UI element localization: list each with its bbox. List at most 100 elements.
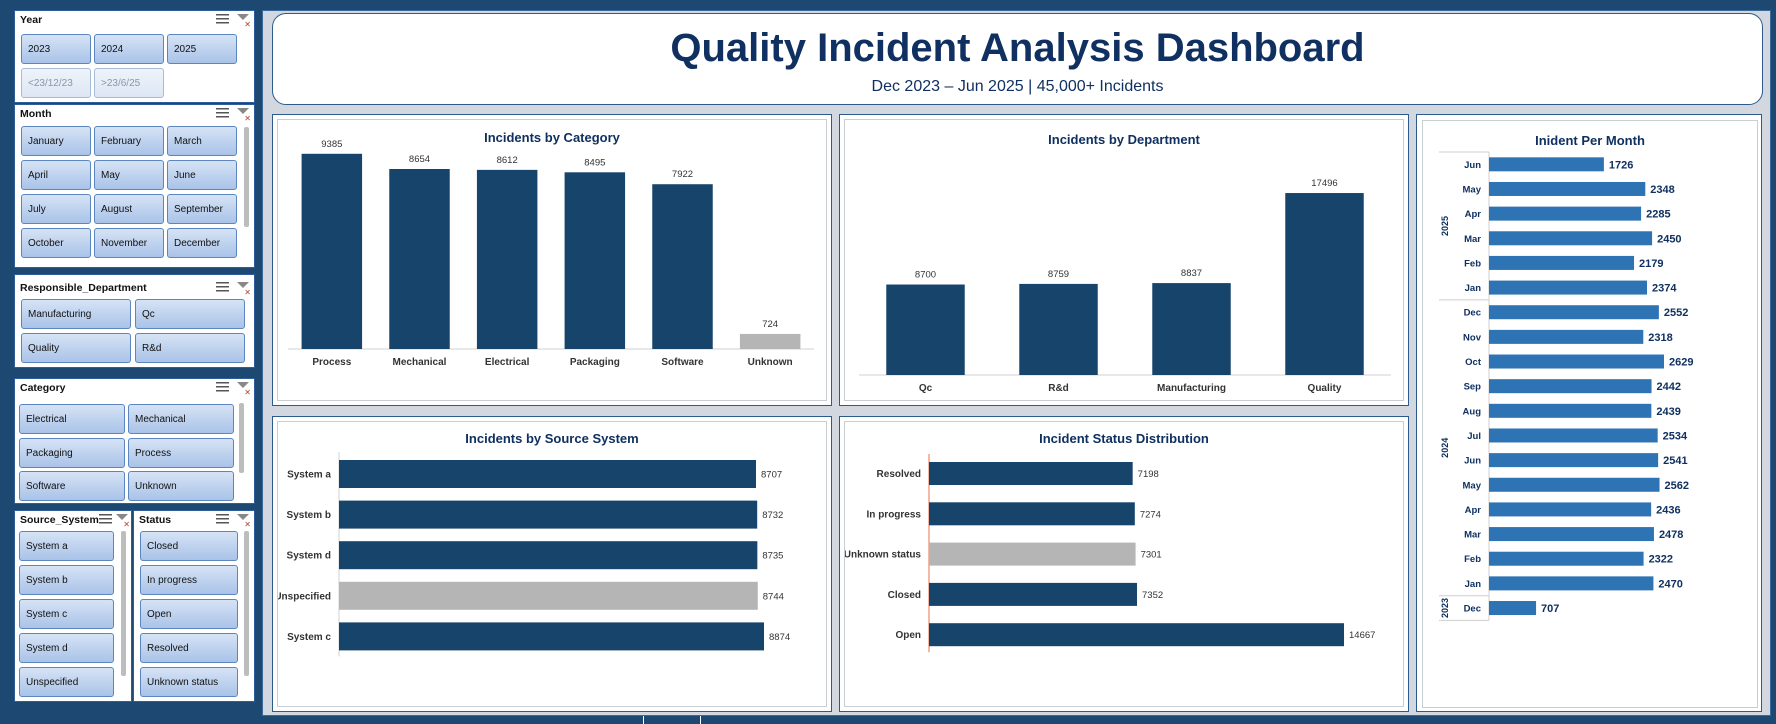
source-unspecified-button[interactable]: Unspecified bbox=[19, 667, 114, 697]
month-october-button[interactable]: October bbox=[21, 228, 91, 258]
status-slicer-scrollbar[interactable] bbox=[244, 531, 249, 676]
year-slicer-header: Year bbox=[15, 11, 254, 29]
bar-unknown bbox=[739, 333, 801, 349]
category-slicer-title: Category bbox=[20, 382, 66, 394]
month-slicer: Month January February March April May J… bbox=[14, 104, 255, 268]
status-closed-button[interactable]: Closed bbox=[140, 531, 238, 561]
month-september-button[interactable]: September bbox=[167, 194, 237, 224]
bar-2024-nov bbox=[1489, 329, 1644, 344]
source-chart-svg: 8707 System a 8732 System b 8735 System d 8744… bbox=[278, 452, 790, 657]
cat-packaging-button[interactable]: Packaging bbox=[19, 438, 125, 468]
department-slicer-title: Responsible_Department bbox=[20, 282, 147, 294]
tick-label-2025-may: May bbox=[1463, 184, 1482, 195]
bar-2024-jan bbox=[1489, 576, 1654, 591]
year-before-button[interactable]: <23/12/23 bbox=[21, 68, 91, 98]
cat-mechanical-button[interactable]: Mechanical bbox=[128, 404, 234, 434]
month-november-button[interactable]: November bbox=[94, 228, 164, 258]
clear-filter-icon[interactable] bbox=[237, 282, 251, 297]
data-label-closed: 7352 bbox=[1142, 590, 1163, 601]
bar-r-d bbox=[1019, 283, 1098, 375]
status-chart-panel: Incident Status Distribution 7198 Resolve… bbox=[839, 416, 1409, 712]
data-label-packaging: 8495 bbox=[584, 157, 605, 168]
data-label-2024-may: 2562 bbox=[1665, 480, 1689, 492]
source-system-c-button[interactable]: System c bbox=[19, 599, 114, 629]
bar-unknown-status bbox=[929, 542, 1136, 566]
dept-quality-button[interactable]: Quality bbox=[21, 333, 131, 363]
status-in-progress-button[interactable]: In progress bbox=[140, 565, 238, 595]
month-june-button[interactable]: June bbox=[167, 160, 237, 190]
multi-select-icon[interactable] bbox=[216, 282, 229, 292]
data-label-process: 9385 bbox=[321, 139, 342, 150]
bar-in-progress bbox=[929, 502, 1135, 526]
dept-rd-button[interactable]: R&d bbox=[135, 333, 245, 363]
dashboard-canvas: Quality Incident Analysis Dashboard Dec … bbox=[262, 10, 1771, 716]
tick-label-system-a: System a bbox=[287, 470, 331, 481]
tick-label-system-c: System c bbox=[287, 632, 331, 643]
status-resolved-button[interactable]: Resolved bbox=[140, 633, 238, 663]
data-label-unknown-status: 7301 bbox=[1141, 550, 1162, 561]
department-chart-panel: Incidents by Department 8700 Qc 8759 R&d 883… bbox=[839, 114, 1409, 406]
data-label-open: 14667 bbox=[1349, 630, 1375, 641]
year-label-2025: 2025 bbox=[1440, 216, 1450, 236]
month-december-button[interactable]: December bbox=[167, 228, 237, 258]
month-march-button[interactable]: March bbox=[167, 126, 237, 156]
tick-label-unspecified: Unspecified bbox=[278, 591, 331, 602]
month-slicer-scrollbar[interactable] bbox=[244, 127, 249, 227]
source-system-d-button[interactable]: System d bbox=[19, 633, 114, 663]
status-slicer: Status Closed In progress Open Resolved … bbox=[133, 510, 255, 702]
month-august-button[interactable]: August bbox=[94, 194, 164, 224]
year-after-button[interactable]: >23/6/25 bbox=[94, 68, 164, 98]
cat-unknown-button[interactable]: Unknown bbox=[128, 471, 234, 501]
source-slicer-scrollbar[interactable] bbox=[121, 531, 126, 676]
month-chart-panel: Inident Per Month 1726 Jun 2348 May 2285 Apr 2… bbox=[1416, 114, 1762, 712]
year-2023-button[interactable]: 2023 bbox=[21, 34, 91, 64]
tick-label-unknown: Unknown bbox=[748, 357, 793, 368]
status-open-button[interactable]: Open bbox=[140, 599, 238, 629]
source-system-a-button[interactable]: System a bbox=[19, 531, 114, 561]
month-april-button[interactable]: April bbox=[21, 160, 91, 190]
data-label-2024-oct: 2629 bbox=[1669, 357, 1693, 369]
tick-label-packaging: Packaging bbox=[570, 357, 620, 368]
bar-2024-jul bbox=[1489, 428, 1658, 443]
year-slicer: Year 2023 2024 2025 <23/12/23 >23/6/25 bbox=[14, 10, 255, 103]
year-slicer-title: Year bbox=[20, 14, 43, 26]
data-label-system-a: 8707 bbox=[761, 470, 782, 481]
year-2024-button[interactable]: 2024 bbox=[94, 34, 164, 64]
clear-filter-icon[interactable] bbox=[237, 514, 251, 529]
cat-process-button[interactable]: Process bbox=[128, 438, 234, 468]
month-may-button[interactable]: May bbox=[94, 160, 164, 190]
cat-software-button[interactable]: Software bbox=[19, 471, 125, 501]
bar-2024-mar bbox=[1489, 527, 1654, 542]
status-unknown-button[interactable]: Unknown status bbox=[140, 667, 238, 697]
tick-label-resolved: Resolved bbox=[877, 469, 921, 480]
bar-quality bbox=[1285, 193, 1364, 375]
multi-select-icon[interactable] bbox=[99, 514, 112, 524]
source-system-b-button[interactable]: System b bbox=[19, 565, 114, 595]
bar-2024-sep bbox=[1489, 379, 1652, 394]
bar-system-b bbox=[339, 500, 758, 529]
tick-label-2024-sep: Sep bbox=[1464, 382, 1482, 393]
clear-filter-icon[interactable] bbox=[237, 108, 251, 123]
clear-filter-icon[interactable] bbox=[116, 514, 130, 529]
multi-select-icon[interactable] bbox=[216, 382, 229, 392]
data-label-2024-jan: 2470 bbox=[1658, 578, 1682, 590]
month-february-button[interactable]: February bbox=[94, 126, 164, 156]
clear-filter-icon[interactable] bbox=[237, 14, 251, 29]
tick-label-2024-jul: Jul bbox=[1467, 431, 1481, 442]
data-label-2024-feb: 2322 bbox=[1649, 554, 1673, 566]
month-january-button[interactable]: January bbox=[21, 126, 91, 156]
year-2025-button[interactable]: 2025 bbox=[167, 34, 237, 64]
dept-manufacturing-button[interactable]: Manufacturing bbox=[21, 299, 131, 329]
multi-select-icon[interactable] bbox=[216, 14, 229, 24]
bar-mechanical bbox=[389, 168, 450, 349]
cat-electrical-button[interactable]: Electrical bbox=[19, 404, 125, 434]
multi-select-icon[interactable] bbox=[216, 514, 229, 524]
category-slicer-scrollbar[interactable] bbox=[239, 403, 244, 473]
bar-2025-jun bbox=[1489, 157, 1604, 172]
multi-select-icon[interactable] bbox=[216, 108, 229, 118]
month-july-button[interactable]: July bbox=[21, 194, 91, 224]
dept-qc-button[interactable]: Qc bbox=[135, 299, 245, 329]
clear-filter-icon[interactable] bbox=[237, 382, 251, 397]
bar-2024-aug bbox=[1489, 403, 1652, 418]
